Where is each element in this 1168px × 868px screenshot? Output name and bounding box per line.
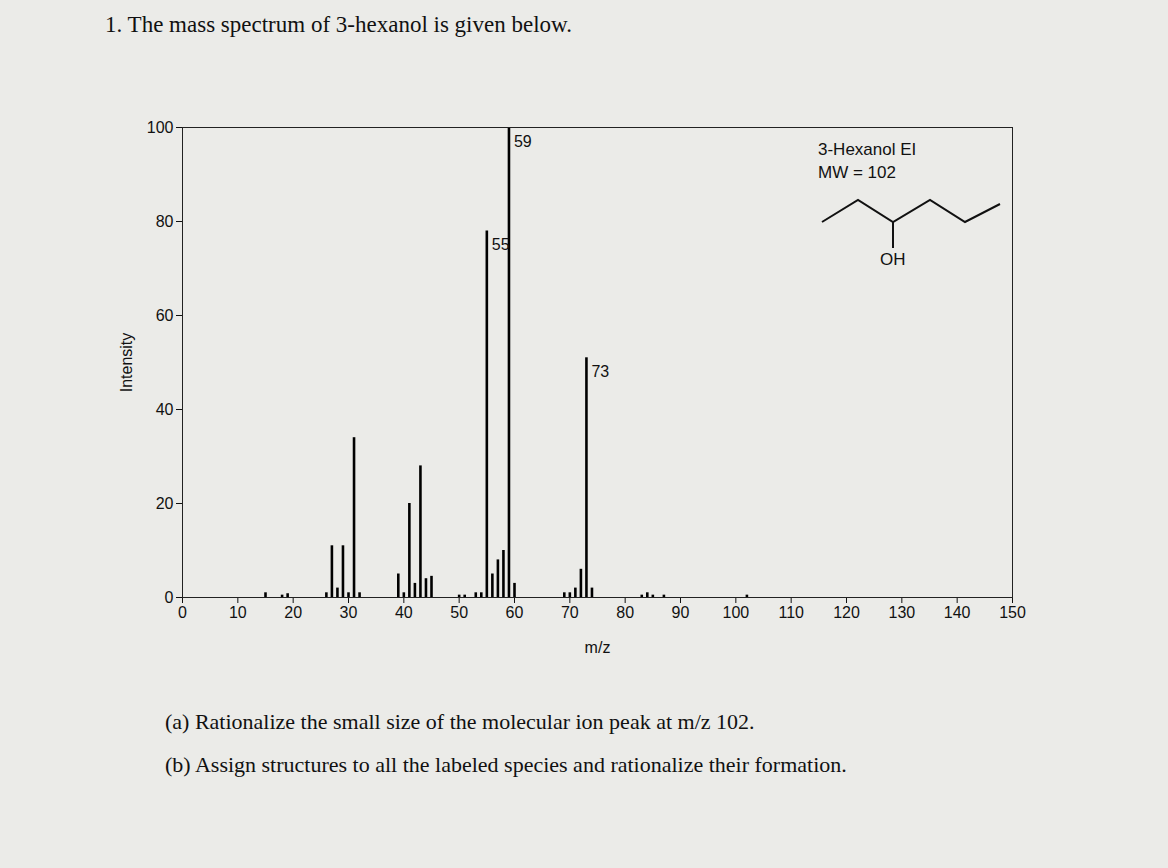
html-text:(a) Rationalize the small size: (a) Rationalize the small size of the mo… <box>165 709 755 734</box>
svg-text:10: 10 <box>229 604 247 621</box>
svg-text:0: 0 <box>165 589 174 606</box>
svg-text:100: 100 <box>722 604 749 621</box>
svg-text:40: 40 <box>156 401 174 418</box>
html-text:OH: OH <box>880 250 906 269</box>
svg-text:0: 0 <box>178 604 187 621</box>
html-text:1. The mass spectrum of 3-hexa: 1. The mass spectrum of 3-hexanol is giv… <box>105 12 572 37</box>
svg-text:60: 60 <box>156 307 174 324</box>
svg-text:130: 130 <box>888 604 915 621</box>
svg-text:59: 59 <box>514 133 532 150</box>
svg-text:110: 110 <box>778 604 804 621</box>
svg-text:90: 90 <box>672 604 690 621</box>
svg-text:20: 20 <box>156 495 174 512</box>
html-text:(b) Assign structures to all t: (b) Assign structures to all the labeled… <box>165 752 847 777</box>
svg-text:m/z: m/z <box>585 639 611 656</box>
svg-text:150: 150 <box>999 604 1026 621</box>
svg-text:60: 60 <box>506 604 524 621</box>
svg-text:20: 20 <box>284 604 302 621</box>
svg-text:120: 120 <box>833 604 860 621</box>
svg-text:40: 40 <box>395 604 413 621</box>
html-text:3-Hexanol EI: 3-Hexanol EI <box>818 140 917 159</box>
svg-text:50: 50 <box>450 604 468 621</box>
svg-text:30: 30 <box>340 604 358 621</box>
svg-text:70: 70 <box>561 604 579 621</box>
svg-text:100: 100 <box>147 119 174 136</box>
svg-text:80: 80 <box>616 604 634 621</box>
svg-text:80: 80 <box>156 213 174 230</box>
html-text:MW = 102: MW = 102 <box>818 163 896 182</box>
svg-text:55: 55 <box>492 236 510 253</box>
svg-text:140: 140 <box>944 604 971 621</box>
svg-text:73: 73 <box>591 363 609 380</box>
svg-text:Intensity: Intensity <box>118 333 135 393</box>
